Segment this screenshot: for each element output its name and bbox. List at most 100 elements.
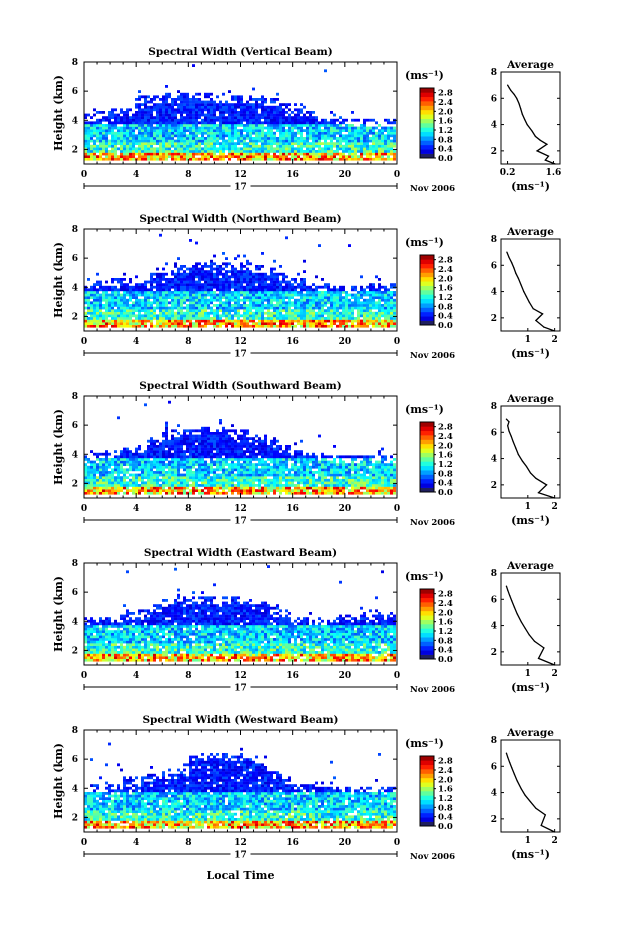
heatmap-cell [144, 98, 147, 101]
heatmap-cell [318, 322, 321, 325]
heatmap-cell [189, 306, 192, 310]
heatmap-cell [99, 147, 102, 151]
heatmap-cell [273, 124, 276, 127]
heatmap-cell [198, 267, 201, 271]
heatmap-cell [183, 150, 186, 153]
heatmap-cell [330, 304, 333, 307]
heatmap-cell [327, 157, 330, 161]
heatmap-cell [309, 137, 312, 140]
heatmap-cell [138, 447, 141, 451]
heatmap-cell [246, 280, 249, 284]
heatmap-cell [213, 489, 216, 492]
heatmap-cell [192, 278, 195, 281]
heatmap-cell [186, 298, 189, 302]
heatmap-cell [267, 108, 270, 112]
heatmap-cell [108, 311, 111, 315]
heatmap-cell [366, 291, 369, 294]
heatmap-cell [225, 293, 228, 297]
heatmap-cell [135, 291, 138, 294]
heatmap-cell [264, 306, 267, 310]
heatmap-cell [213, 262, 216, 266]
heatmap-cell [219, 322, 222, 325]
heatmap-cell [132, 468, 135, 472]
heatmap-cell [357, 291, 360, 294]
heatmap-cell [147, 314, 150, 318]
heatmap-cell [270, 144, 273, 148]
heatmap-cell [156, 291, 159, 294]
heatmap-cell [231, 152, 234, 156]
heatmap-cell [171, 476, 174, 479]
heatmap-cell [165, 103, 168, 106]
heatmap-cell [189, 429, 192, 433]
heatmap-cell [228, 285, 231, 289]
heatmap-cell [219, 463, 222, 466]
heatmap-cell [249, 296, 252, 299]
heatmap-cell [264, 108, 267, 112]
heatmap-cell [216, 288, 219, 292]
heatmap-cell [219, 442, 222, 446]
heatmap-cell [276, 137, 279, 140]
heatmap-cell [198, 108, 201, 112]
heatmap-cell [117, 129, 120, 132]
heatmap-cell [138, 473, 141, 477]
heatmap-cell [183, 311, 186, 315]
heatmap-cell [300, 280, 303, 284]
heatmap-cell [132, 465, 135, 469]
heatmap-cell [198, 283, 201, 286]
heatmap-cell [273, 280, 276, 284]
heatmap-cell [261, 150, 264, 153]
heatmap-cell [105, 491, 108, 495]
heatmap-cell [111, 147, 114, 151]
heatmap-cell [168, 324, 171, 328]
heatmap-cell [249, 288, 252, 292]
heatmap-cell [135, 304, 138, 307]
heatmap-cell [276, 306, 279, 310]
heatmap-cell [84, 471, 87, 474]
heatmap-cell [201, 142, 204, 145]
heatmap-cell [156, 293, 159, 297]
heatmap-cell [135, 134, 138, 138]
heatmap-cell [267, 322, 270, 325]
heatmap-cell [177, 291, 180, 294]
heatmap-cell [171, 317, 174, 320]
heatmap-cell [153, 296, 156, 299]
heatmap-cell [231, 134, 234, 138]
heatmap-cell [96, 319, 99, 323]
heatmap-cell [240, 124, 243, 127]
heatmap-cell [222, 267, 225, 271]
heatmap-cell [324, 296, 327, 299]
heatmap-cell [264, 139, 267, 143]
heatmap-cell [243, 285, 246, 289]
heatmap-cell [282, 126, 285, 130]
heatmap-cell [237, 111, 240, 114]
heatmap-cell [249, 118, 252, 122]
heatmap-cell [225, 319, 228, 323]
heatmap-cell [366, 137, 369, 140]
heatmap-cell [258, 139, 261, 143]
heatmap-cell [213, 298, 216, 302]
heatmap-cell [285, 285, 288, 289]
heatmap-cell [201, 324, 204, 328]
heatmap-cell [372, 296, 375, 299]
heatmap-cell [372, 144, 375, 148]
heatmap-cell [213, 293, 216, 297]
heatmap-cell [162, 291, 165, 294]
heatmap-cell [321, 155, 324, 158]
heatmap-cell [291, 319, 294, 323]
heatmap-cell [204, 439, 207, 443]
heatmap-cell [348, 139, 351, 143]
heatmap-cell [168, 309, 171, 312]
heatmap-cell [162, 471, 165, 474]
heatmap-cell [213, 100, 216, 104]
colorbar-segment [420, 316, 434, 321]
heatmap-cell [390, 126, 393, 130]
heatmap-cell [144, 476, 147, 479]
heatmap-cell [141, 484, 144, 487]
heatmap-cell [393, 137, 396, 140]
heatmap-cell [279, 103, 282, 106]
heatmap-cell [84, 155, 87, 158]
heatmap-cell [195, 319, 198, 323]
heatmap-cell [87, 288, 90, 292]
heatmap-cell [132, 113, 135, 117]
heatmap-cell [144, 484, 147, 487]
